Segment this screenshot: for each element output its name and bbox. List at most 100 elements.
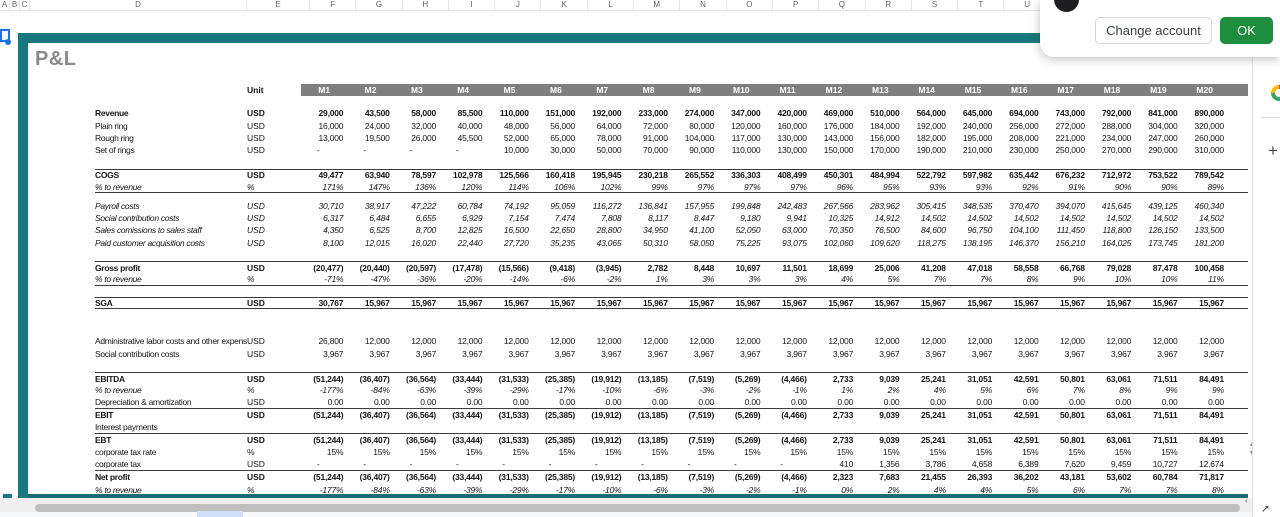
cell[interactable]: 184,000 <box>870 120 900 131</box>
row-label[interactable]: corporate tax rate <box>95 447 157 458</box>
cell[interactable]: 150,000 <box>823 145 854 156</box>
cell[interactable]: 50,801 <box>1060 435 1085 445</box>
cell[interactable]: 4% <box>980 484 993 495</box>
cell[interactable]: 192,000 <box>592 108 622 119</box>
cell[interactable]: - <box>316 459 320 470</box>
cell[interactable]: 270,000 <box>1101 145 1132 156</box>
cell[interactable]: (25,385) <box>545 410 576 421</box>
cell[interactable]: 35,235 <box>550 237 576 248</box>
unit-cell[interactable]: USD <box>247 459 265 470</box>
cell[interactable]: 12,825 <box>457 225 483 236</box>
cell[interactable]: 97% <box>697 181 715 192</box>
cell[interactable]: 93,075 <box>781 237 807 248</box>
cell[interactable]: 117,000 <box>731 132 761 143</box>
cell[interactable]: - <box>780 459 783 470</box>
cell[interactable]: 102% <box>600 181 622 192</box>
cell[interactable]: 4% <box>841 273 854 284</box>
cell[interactable]: 40,000 <box>457 120 483 131</box>
cell[interactable]: (5,269) <box>734 435 761 445</box>
cell[interactable]: -2% <box>606 273 622 284</box>
cell[interactable]: 3,967 <box>832 348 854 359</box>
sheet-tab-edge[interactable] <box>197 511 243 517</box>
cell[interactable]: 12,000 <box>781 336 807 347</box>
cell[interactable]: 8% <box>1119 385 1132 396</box>
row-label[interactable]: COGS <box>95 170 119 181</box>
cell[interactable]: 0% <box>841 484 854 495</box>
cell[interactable]: 63,000 <box>781 225 807 236</box>
cell[interactable]: (36,564) <box>405 435 437 445</box>
cell[interactable]: (4,466) <box>781 435 807 445</box>
cell[interactable]: 9% <box>1211 385 1224 396</box>
column-header-R[interactable]: R <box>866 0 912 10</box>
cell[interactable]: 84,491 <box>1199 410 1224 421</box>
cell[interactable]: 5% <box>980 385 993 396</box>
cell[interactable]: 15,967 <box>596 297 622 308</box>
month-header-cell[interactable]: M7 <box>596 85 609 95</box>
cell[interactable]: 3,967 <box>740 348 761 359</box>
cell[interactable]: 420,000 <box>777 108 807 119</box>
cell[interactable]: 792,000 <box>1101 108 1132 119</box>
cell[interactable]: 10,697 <box>735 262 761 273</box>
cell[interactable]: 10,325 <box>828 212 854 223</box>
cell[interactable]: 3,967 <box>462 348 483 359</box>
cell[interactable]: 522,792 <box>916 170 946 181</box>
cell[interactable]: 156,210 <box>1055 237 1086 248</box>
cell[interactable]: 42,591 <box>1013 410 1039 421</box>
cell[interactable]: 460,340 <box>1194 200 1225 211</box>
cell[interactable]: 170,000 <box>870 145 900 156</box>
cell[interactable]: 31,051 <box>967 435 993 445</box>
cell[interactable]: 43,065 <box>596 237 622 248</box>
cell[interactable]: 74,192 <box>503 200 529 211</box>
cell[interactable]: 3,967 <box>925 348 946 359</box>
cell[interactable]: (36,407) <box>359 410 390 421</box>
cell[interactable]: 192,000 <box>916 120 946 131</box>
cell[interactable]: 8,447 <box>693 212 715 223</box>
cell[interactable]: 4% <box>933 385 946 396</box>
cell[interactable]: - <box>733 459 737 470</box>
row-label[interactable]: corporate tax <box>95 459 141 470</box>
cell[interactable]: 1% <box>841 385 854 396</box>
cell[interactable]: (36,407) <box>359 435 390 445</box>
cell[interactable]: (3,945) <box>595 262 622 273</box>
cell[interactable]: 93% <box>929 181 946 192</box>
cell[interactable]: 90% <box>1114 181 1132 192</box>
cell[interactable]: (13,185) <box>637 373 668 384</box>
unit-cell[interactable]: USD <box>247 237 265 248</box>
cell[interactable]: -36% <box>416 273 437 284</box>
cell[interactable]: 8,100 <box>323 237 344 248</box>
cell[interactable]: 256,000 <box>1009 120 1039 131</box>
cell[interactable]: - <box>548 459 552 470</box>
cell[interactable]: 6,929 <box>462 212 483 223</box>
cell[interactable]: 12,000 <box>967 336 993 347</box>
cell[interactable]: 14,502 <box>1199 212 1224 223</box>
cell[interactable]: 120,000 <box>731 120 761 131</box>
cell[interactable]: 469,000 <box>823 108 854 119</box>
cell[interactable]: 0.00 <box>976 397 993 408</box>
cell[interactable]: 0.00 <box>559 397 576 408</box>
cell[interactable]: (31,533) <box>498 410 529 421</box>
cell[interactable]: (51,244) <box>313 373 344 384</box>
unit-cell[interactable]: USD <box>247 435 265 445</box>
cell[interactable]: 260,000 <box>1194 132 1225 143</box>
cell[interactable]: 12,000 <box>735 336 761 347</box>
cell-cursor-handle[interactable] <box>5 39 11 45</box>
cell[interactable]: 15,967 <box>828 297 854 308</box>
cell[interactable]: 16,020 <box>411 237 437 248</box>
cell[interactable]: 8% <box>1211 484 1224 495</box>
cell[interactable]: (4,466) <box>781 472 807 483</box>
cell[interactable]: 6% <box>1026 385 1039 396</box>
cell[interactable]: 15,967 <box>689 297 715 308</box>
month-header-cell[interactable]: M16 <box>1011 85 1028 95</box>
cell[interactable]: (19,912) <box>591 410 622 421</box>
row-label[interactable]: Paid customer acquisition costs <box>95 237 205 248</box>
cell[interactable]: 97% <box>790 181 807 192</box>
cell[interactable]: 2% <box>887 385 900 396</box>
cell[interactable]: (19,912) <box>591 373 622 384</box>
cell[interactable]: 15,967 <box>642 297 668 308</box>
cell[interactable]: -47% <box>370 273 390 284</box>
cell[interactable]: 63,061 <box>1106 373 1132 384</box>
cell[interactable]: 7% <box>1072 385 1085 396</box>
cell[interactable]: 118,275 <box>917 237 946 248</box>
column-header-D[interactable]: D <box>30 0 247 10</box>
cell[interactable]: (17,478) <box>452 262 483 273</box>
